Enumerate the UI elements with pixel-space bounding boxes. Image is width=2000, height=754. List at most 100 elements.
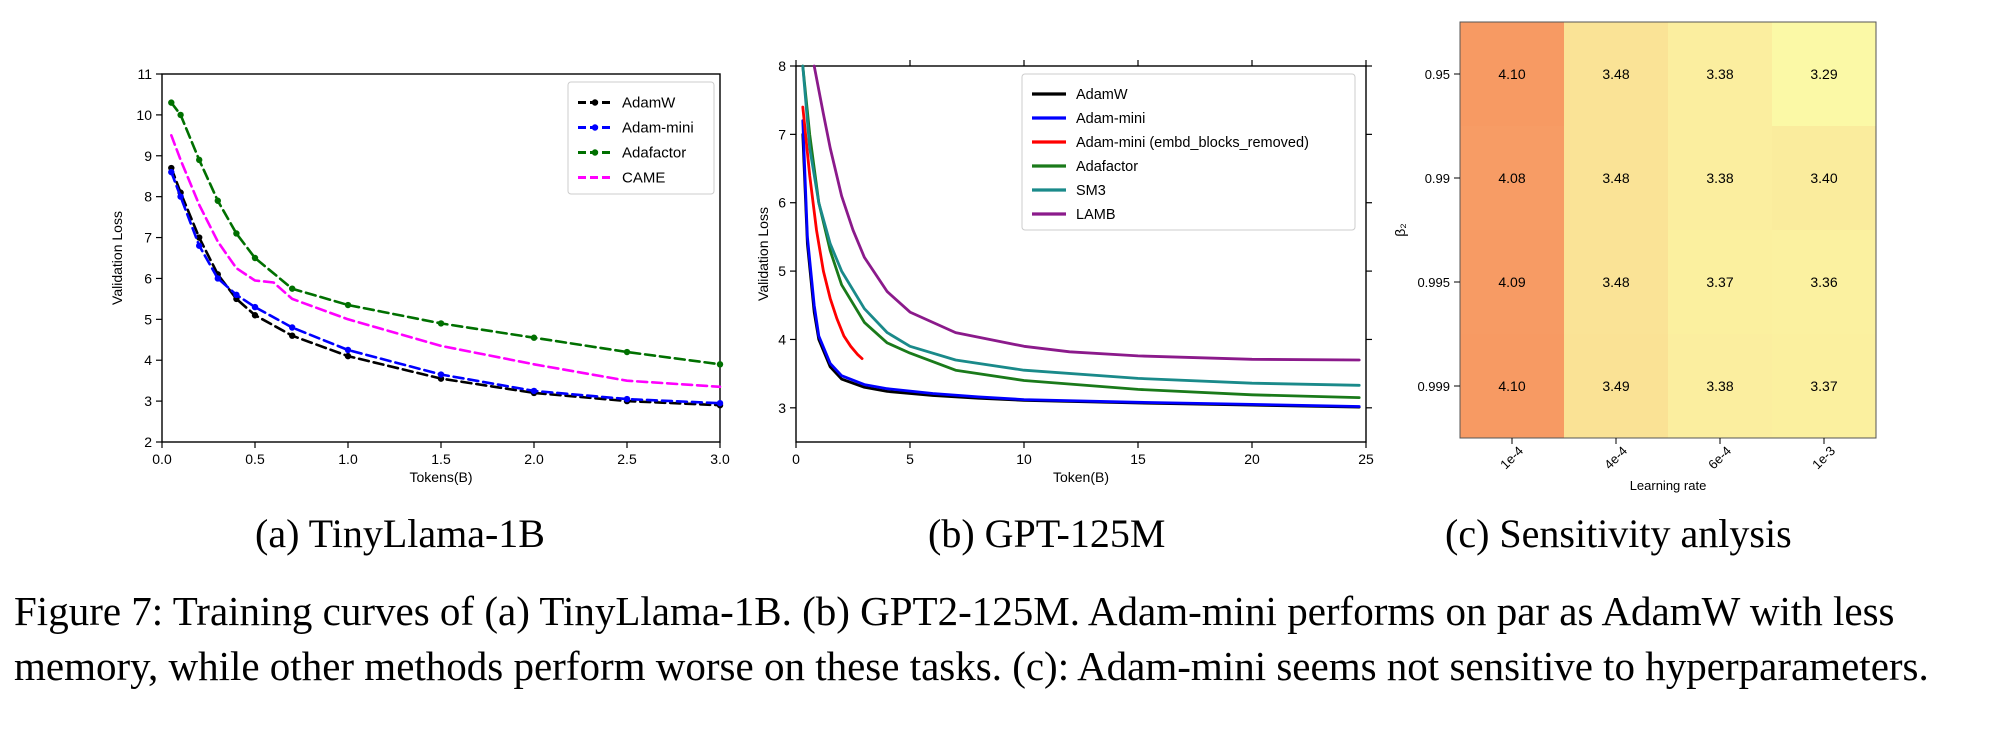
series-line-3	[170, 134, 722, 389]
series-point-1	[233, 291, 240, 298]
heatmap-value: 3.40	[1810, 170, 1837, 186]
x-tick-label: 6e-4	[1705, 443, 1734, 472]
heatmap-value: 3.48	[1602, 66, 1629, 82]
y-tick-label: 4	[778, 331, 786, 347]
series-point-1	[168, 168, 175, 176]
legend-label: AdamW	[1076, 87, 1128, 103]
series-point-0	[289, 332, 296, 339]
series-line-1	[801, 119, 1361, 408]
heatmap-cell	[1564, 126, 1669, 231]
x-tick-label: 1.5	[431, 451, 451, 467]
legend-marker	[591, 124, 599, 131]
x-axis-label: Learning rate	[1630, 478, 1707, 493]
series-point-1	[196, 242, 203, 249]
series-point-1	[344, 346, 352, 354]
series-point-0	[251, 312, 259, 319]
series-point-1	[251, 303, 259, 311]
x-axis-label: Token(B)	[1053, 469, 1109, 485]
y-tick-label: 0.995	[1417, 275, 1450, 290]
series-point-2	[530, 334, 538, 341]
series-line-0	[170, 166, 722, 407]
series-point-2	[177, 111, 184, 119]
y-tick-label: 4	[144, 352, 152, 368]
series-line-1	[170, 170, 722, 405]
series-point-0	[344, 352, 352, 360]
heatmap-value: 3.48	[1602, 274, 1629, 290]
heatmap-cell	[1564, 22, 1669, 127]
legend-label: Adafactor	[1076, 159, 1138, 175]
series-point-1	[716, 399, 724, 407]
heatmap-cell	[1460, 22, 1565, 127]
y-tick-label: 3	[144, 393, 152, 409]
series-point-2	[437, 320, 445, 327]
heatmap-cell	[1772, 230, 1877, 335]
heatmap-cell	[1668, 230, 1773, 335]
heatmap-cell	[1772, 334, 1877, 439]
legend-label: Adafactor	[622, 145, 686, 162]
figure-panels: 0.0 0.5 1.0 1.5 2.0 2.5 3.0 2 3 4 5 6 7 8 9 10 11 Tokens(…	[109, 21, 1877, 493]
y-tick-label: 0.999	[1417, 379, 1450, 394]
y-tick-label: 8	[778, 58, 786, 74]
series-point-1	[437, 371, 445, 378]
y-tick-label: 10	[136, 107, 152, 123]
legend-label: Adam-mini	[1076, 111, 1145, 127]
heatmap-value: 3.38	[1706, 378, 1733, 394]
y-tick-label: 9	[144, 148, 152, 164]
series-point-1	[177, 193, 184, 200]
series-line-5	[812, 64, 1361, 362]
x-tick-label: 1e-3	[1809, 443, 1838, 472]
heatmap-value: 3.38	[1706, 66, 1733, 82]
series-point-2	[344, 301, 352, 309]
series-line-4	[801, 64, 1361, 387]
y-tick-label: 11	[137, 66, 152, 82]
heatmap-cell	[1772, 22, 1877, 127]
chart-b-gpt125m: 0 5 10 15 20 25 3 4 5 6 7 8 Token(B) Validation Loss A…	[755, 58, 1374, 485]
x-tick-label: 1.0	[338, 451, 358, 467]
heatmap-value: 3.36	[1810, 274, 1837, 290]
heatmap-value: 3.37	[1810, 378, 1837, 394]
heatmap-cell	[1668, 22, 1773, 127]
legend-label: Adam-mini (embd_blocks_removed)	[1076, 135, 1309, 151]
x-tick-label: 1e-4	[1497, 443, 1526, 472]
heatmap-value: 4.08	[1498, 170, 1525, 186]
y-tick-label: 7	[144, 230, 152, 246]
legend-label: AdamW	[622, 95, 676, 112]
figure-caption: Figure 7: Training curves of (a) TinyLla…	[14, 588, 1929, 689]
heatmap-cell	[1460, 230, 1565, 335]
series-point-0	[196, 234, 203, 241]
heatmap-value: 4.10	[1498, 66, 1525, 82]
legend-label: CAME	[622, 170, 665, 187]
heatmap-cell	[1460, 126, 1565, 231]
series-point-2	[233, 230, 240, 237]
y-tick-label: 6	[778, 195, 786, 211]
heatmap-value: 4.10	[1498, 378, 1525, 394]
series-point-1	[530, 387, 538, 395]
x-tick-label: 5	[906, 451, 914, 467]
x-tick-label: 4e-4	[1601, 443, 1630, 472]
y-tick-label: 3	[778, 400, 786, 416]
heatmap-frame	[1459, 21, 1877, 439]
heatmap-value: 3.48	[1602, 170, 1629, 186]
heatmap-cell	[1668, 334, 1773, 439]
legend-marker	[591, 99, 599, 106]
y-tick-label: 0.99	[1425, 171, 1450, 186]
series-point-1	[623, 395, 631, 403]
legend-marker	[591, 149, 599, 156]
y-tick-label: 8	[144, 189, 152, 205]
y-tick-label: 6	[144, 270, 152, 286]
subcaption-a: (a) TinyLlama-1B	[255, 511, 545, 556]
x-tick-label: 2.0	[524, 451, 544, 467]
heatmap-value: 3.37	[1706, 274, 1733, 290]
series-point-1	[214, 275, 221, 282]
chart-c-sensitivity-heatmap: 4.10 3.48 3.38 3.29 4.08 3.48 3.38 3.40 4.09 3.48…	[1392, 21, 1877, 493]
heatmap-cell	[1460, 334, 1565, 439]
subcaption-b: (b) GPT-125M	[928, 511, 1166, 556]
heatmap-cell	[1668, 126, 1773, 231]
x-tick-label: 25	[1358, 451, 1374, 467]
heatmap-cell	[1772, 126, 1877, 231]
heatmap-value: 4.09	[1498, 274, 1525, 290]
series-point-2	[623, 348, 631, 356]
series-point-1	[289, 324, 296, 331]
y-tick-label: 7	[778, 126, 786, 142]
x-tick-label: 2.5	[617, 451, 637, 467]
